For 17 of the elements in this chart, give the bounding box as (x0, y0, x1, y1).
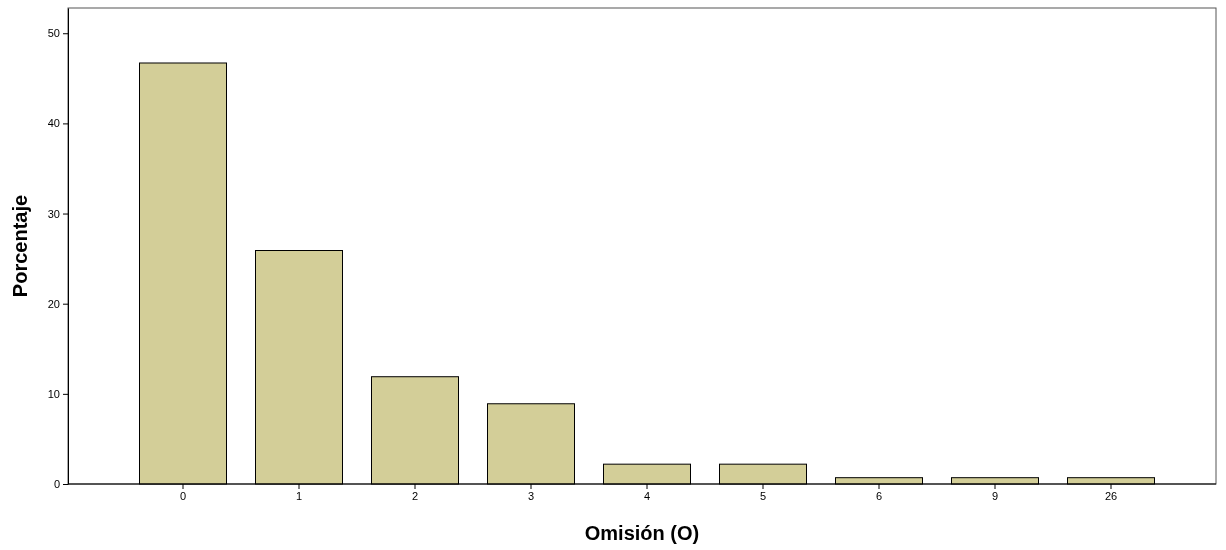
y-tick-label: 0 (53, 478, 60, 491)
y-tick-label: 10 (47, 387, 60, 400)
x-tick-label: 26 (1104, 489, 1118, 502)
x-tick-label: 1 (295, 489, 303, 502)
y-tick-label: 20 (47, 297, 60, 310)
y-tick-label: 30 (47, 207, 60, 220)
x-tick-label: 6 (875, 489, 883, 502)
x-tick-label: 4 (643, 489, 651, 502)
x-tick-label: 2 (411, 489, 419, 502)
x-tick-label: 3 (527, 489, 535, 502)
x-tick-label: 9 (991, 489, 999, 502)
x-tick-label: 5 (759, 489, 767, 502)
y-tick-label: 50 (47, 27, 60, 40)
x-axis-title: Omisión (O) (584, 522, 700, 544)
x-tick-label: 0 (179, 489, 187, 502)
y-axis-title: Porcentaje (9, 194, 31, 298)
y-tick-label: 40 (47, 117, 60, 130)
